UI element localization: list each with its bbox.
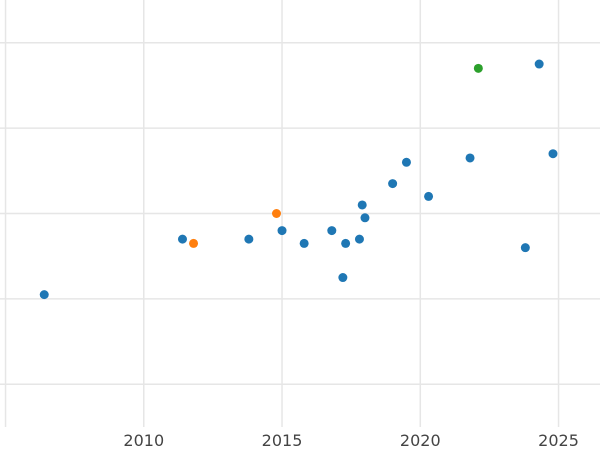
data-point xyxy=(327,226,337,236)
data-point xyxy=(244,234,254,244)
data-point xyxy=(189,238,199,248)
data-point xyxy=(360,213,370,223)
data-point xyxy=(424,191,434,201)
data-point xyxy=(271,209,281,218)
data-point xyxy=(548,149,558,159)
x-tick-label: 2025 xyxy=(538,431,579,450)
data-points xyxy=(39,59,558,300)
data-point xyxy=(473,63,483,73)
data-point xyxy=(177,234,187,244)
data-point xyxy=(465,153,475,163)
data-point xyxy=(520,243,530,253)
data-point xyxy=(277,226,287,236)
data-point xyxy=(388,179,398,189)
x-tick-label: 2020 xyxy=(400,431,441,450)
x-tick-label: 2015 xyxy=(262,431,303,450)
x-tick-labels: 2010 2015 2020 2025 xyxy=(123,431,578,450)
x-tick-label: 2010 xyxy=(123,431,164,450)
data-point xyxy=(299,238,309,248)
x-gridlines xyxy=(4,0,560,427)
y-gridlines xyxy=(0,41,600,386)
data-point xyxy=(401,157,411,167)
data-point xyxy=(341,238,351,248)
data-point xyxy=(534,59,544,69)
data-point xyxy=(39,290,49,300)
data-point xyxy=(338,273,348,283)
data-point xyxy=(357,200,367,210)
data-point xyxy=(354,234,364,244)
